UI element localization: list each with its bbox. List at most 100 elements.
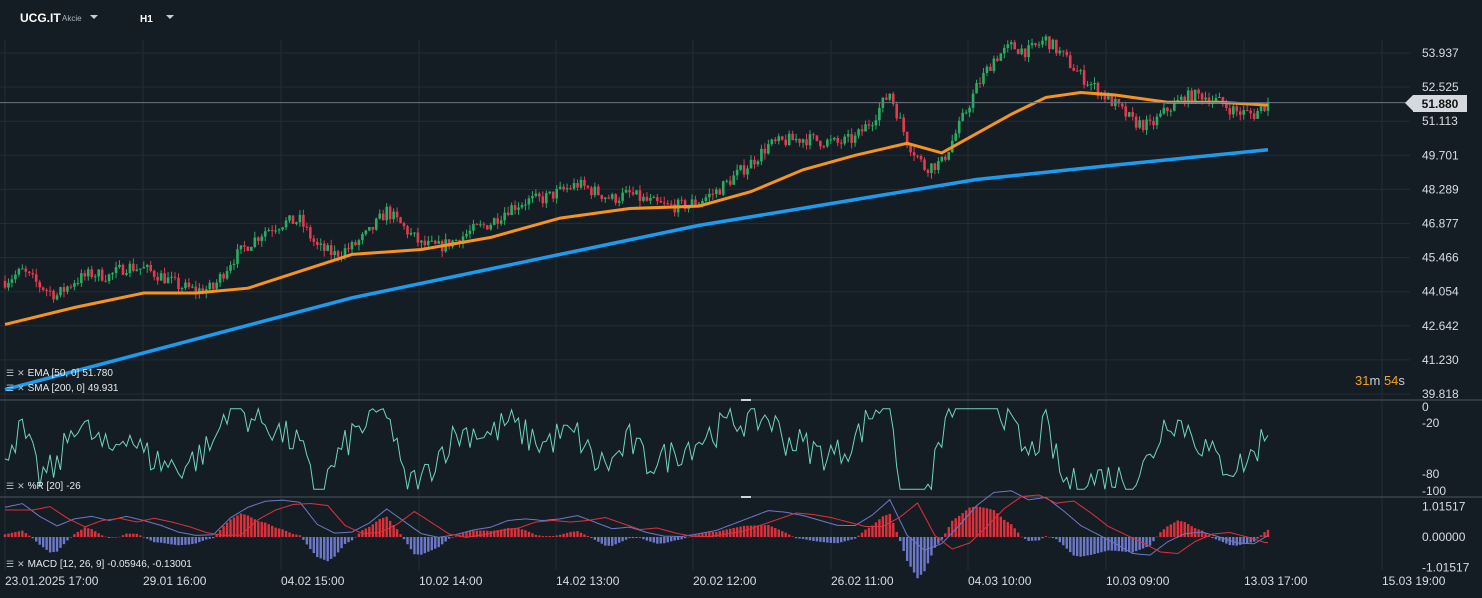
macd-bar (1027, 537, 1030, 541)
candle-body (787, 133, 791, 146)
macd-bar (506, 527, 510, 537)
settings-icon[interactable]: ☰ (6, 383, 15, 393)
candle-body (683, 200, 687, 210)
candle-body (832, 137, 836, 140)
remove-icon[interactable]: ✕ (17, 368, 25, 378)
macd-bar (198, 537, 201, 543)
macd-bar (371, 524, 374, 537)
pane-resize-handle[interactable] (741, 399, 751, 401)
candle-body (819, 140, 822, 147)
settings-icon[interactable]: ☰ (6, 559, 15, 569)
candle-body (555, 188, 558, 199)
macd-bar (1214, 537, 1218, 540)
macd-bar (17, 531, 21, 537)
candle-body (465, 233, 468, 237)
pane-resize-handle[interactable] (741, 496, 751, 498)
candle-body (385, 206, 388, 221)
macd-bar (874, 522, 878, 537)
sma-legend[interactable]: ☰ ✕ SMA [200, 0] 49.931 (6, 383, 118, 394)
macd-bar (548, 536, 551, 537)
candle-body (1037, 44, 1041, 46)
macd-bar (1110, 537, 1114, 551)
candle-body (302, 214, 305, 227)
candle-body (1020, 48, 1023, 55)
macd-bar (326, 537, 329, 562)
candle-body (992, 58, 996, 71)
macd-bar (1249, 537, 1252, 543)
macd-bar (1200, 530, 1204, 537)
candle-body (243, 245, 246, 247)
remove-icon[interactable]: ✕ (17, 559, 25, 569)
remove-icon[interactable]: ✕ (17, 481, 25, 491)
macd-bar (444, 537, 447, 542)
timeframe-label[interactable]: H1 (140, 14, 153, 25)
macd-bar (1075, 537, 1079, 557)
candle-body (125, 273, 128, 275)
candle-body (1030, 43, 1034, 46)
candle-body (645, 196, 649, 201)
candle-body (662, 202, 666, 204)
candle-body (1252, 113, 1256, 119)
timeframe-dropdown-icon[interactable] (166, 15, 174, 19)
candle-body (173, 276, 177, 278)
candle-body (1200, 93, 1204, 100)
macd-bar (1065, 537, 1068, 549)
candle-body (347, 248, 350, 250)
macd-bar (534, 534, 538, 537)
candle-body (1186, 90, 1190, 104)
macd-bar (132, 533, 135, 537)
candle-body (17, 268, 21, 275)
candle-body (635, 190, 638, 195)
candle-body (496, 218, 500, 224)
settings-icon[interactable]: ☰ (6, 481, 15, 491)
symbol-dropdown-icon[interactable] (90, 15, 98, 19)
candle-body (215, 282, 218, 289)
remove-icon[interactable]: ✕ (17, 383, 25, 393)
candle-body (1061, 50, 1065, 52)
macd-bar (156, 537, 159, 543)
williams-tick-label: -20 (1422, 416, 1440, 430)
macd-bar (253, 519, 257, 537)
ema-legend[interactable]: ☰ ✕ EMA [50, 0] 51.780 (6, 368, 113, 379)
candle-body (1166, 107, 1169, 112)
time-tick-label: 20.02 12:00 (693, 574, 757, 588)
macd-bar (555, 535, 558, 537)
candle-body (600, 195, 604, 200)
candle-body (93, 276, 97, 278)
candle-body (780, 136, 784, 140)
macd-bar (69, 537, 73, 538)
candle-body (628, 190, 631, 193)
candle-body (1235, 106, 1239, 112)
candle-body (309, 227, 312, 239)
williams-legend[interactable]: ☰ ✕ %R [20] -26 (6, 481, 81, 492)
candle-body (1159, 113, 1162, 117)
candle-body (1120, 103, 1124, 107)
candle-body (368, 227, 371, 231)
macd-bar (569, 531, 572, 537)
candle-body (562, 186, 565, 190)
candle-body (312, 238, 316, 242)
macd-bar (121, 535, 125, 537)
ema-legend-label: EMA [50, 0] (27, 368, 80, 379)
candle-body (666, 203, 670, 205)
symbol-label[interactable]: UCG.IT (20, 11, 61, 25)
candle-body (1048, 36, 1051, 50)
candle-body (964, 112, 968, 114)
candle-body (395, 211, 399, 218)
macd-histogram (3, 506, 1270, 579)
macd-bar (388, 520, 392, 537)
candle-body (485, 225, 489, 230)
candle-body (836, 137, 840, 143)
macd-bar (62, 537, 66, 545)
macd-bar (149, 537, 152, 541)
settings-icon[interactable]: ☰ (6, 368, 15, 378)
macd-bar (392, 525, 395, 537)
macd-legend[interactable]: ☰ ✕ MACD [12, 26, 9] -0.05946, -0.13001 (6, 559, 192, 570)
candle-body (413, 232, 416, 234)
macd-bar (846, 537, 850, 541)
candle-body (607, 197, 611, 199)
candle-body (111, 272, 114, 275)
macd-bar (857, 535, 860, 537)
macd-bar (472, 530, 475, 537)
